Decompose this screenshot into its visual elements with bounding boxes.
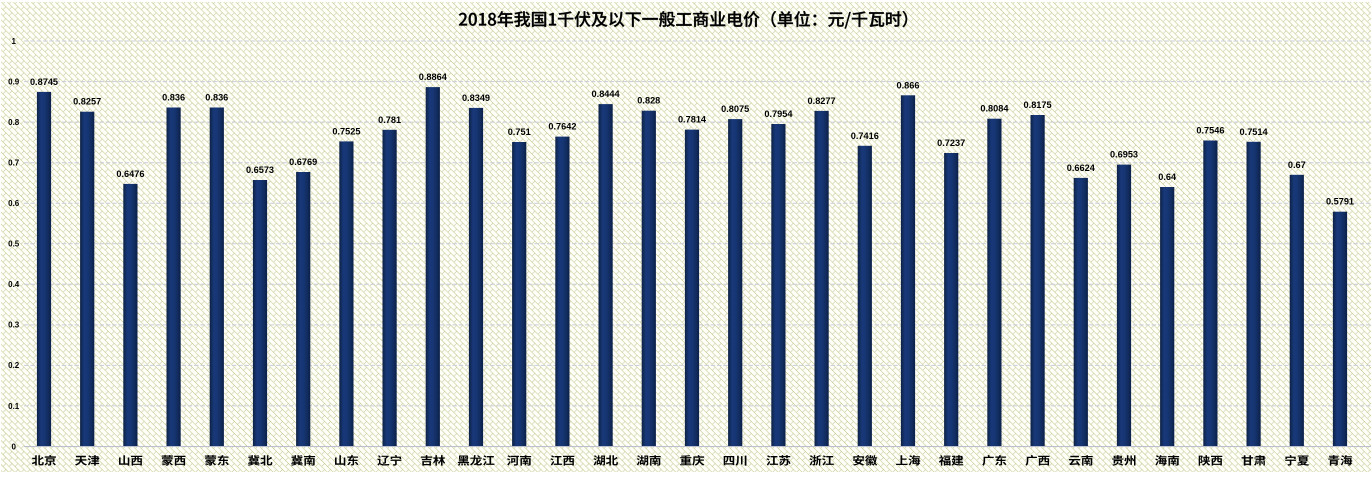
svg-text:0.7546: 0.7546 [1196, 126, 1224, 136]
svg-text:0.7: 0.7 [8, 159, 20, 168]
svg-text:0.1: 0.1 [8, 402, 20, 411]
svg-text:0.7814: 0.7814 [678, 115, 707, 125]
svg-text:0.7514: 0.7514 [1240, 127, 1269, 137]
svg-text:0.67: 0.67 [1288, 160, 1306, 170]
svg-text:0.7954: 0.7954 [764, 109, 793, 119]
svg-text:0.751: 0.751 [508, 127, 531, 137]
svg-text:0.8075: 0.8075 [721, 104, 749, 114]
svg-text:0.836: 0.836 [162, 93, 185, 103]
svg-text:0.6624: 0.6624 [1067, 163, 1096, 173]
svg-text:0.7416: 0.7416 [851, 131, 879, 141]
svg-text:0.866: 0.866 [897, 80, 920, 90]
svg-text:0.7237: 0.7237 [937, 138, 965, 148]
svg-text:0.6476: 0.6476 [116, 169, 144, 179]
svg-text:0.7642: 0.7642 [548, 122, 576, 132]
svg-text:0.828: 0.828 [637, 96, 660, 106]
svg-text:0.7525: 0.7525 [332, 126, 360, 136]
svg-text:0.8084: 0.8084 [980, 104, 1009, 114]
svg-text:0.8864: 0.8864 [419, 72, 448, 82]
svg-text:0.3: 0.3 [8, 321, 20, 330]
svg-text:0.8745: 0.8745 [30, 77, 58, 87]
svg-text:0: 0 [11, 442, 16, 451]
svg-text:0.8257: 0.8257 [73, 97, 101, 107]
svg-text:0.781: 0.781 [378, 115, 401, 125]
svg-text:0.836: 0.836 [205, 93, 228, 103]
svg-text:0.9: 0.9 [8, 77, 20, 86]
svg-text:0.8349: 0.8349 [462, 93, 490, 103]
svg-text:0.6953: 0.6953 [1110, 150, 1138, 160]
svg-text:0.8175: 0.8175 [1024, 100, 1052, 110]
svg-text:0.2: 0.2 [8, 361, 20, 370]
svg-text:0.8277: 0.8277 [808, 96, 836, 106]
svg-text:0.5: 0.5 [8, 240, 20, 249]
svg-text:0.5791: 0.5791 [1326, 197, 1354, 207]
svg-text:0.4: 0.4 [8, 280, 20, 289]
svg-text:0.64: 0.64 [1158, 172, 1177, 182]
svg-text:1: 1 [11, 37, 16, 46]
svg-text:0.6: 0.6 [8, 199, 20, 208]
svg-text:0.6573: 0.6573 [246, 165, 274, 175]
svg-text:0.8: 0.8 [8, 118, 20, 127]
svg-text:0.8444: 0.8444 [592, 89, 621, 99]
svg-text:0.6769: 0.6769 [289, 157, 317, 167]
